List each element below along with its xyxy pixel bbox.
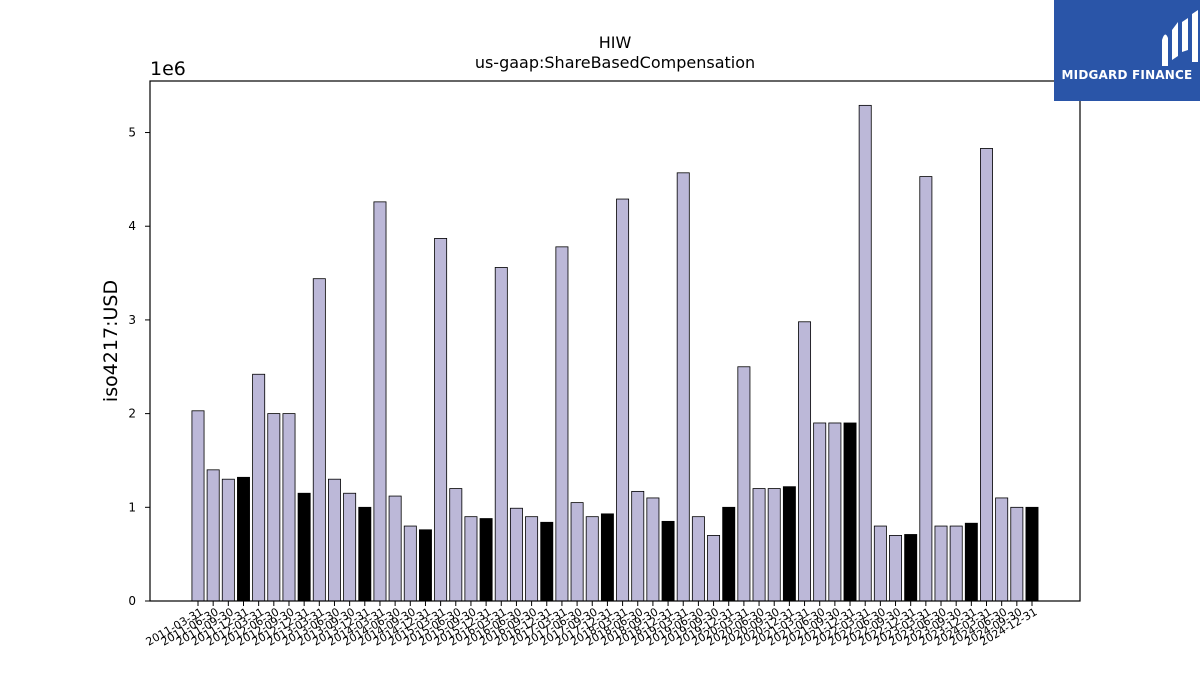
bar-2015-06-30 xyxy=(449,488,463,602)
bar-2021-06-30 xyxy=(813,422,827,602)
bar-2017-09-30 xyxy=(585,516,599,602)
bar-2012-12-31 xyxy=(297,492,311,602)
bar-2011-12-31 xyxy=(237,476,250,602)
bar-2023-12-31 xyxy=(964,522,978,602)
bar-2021-12-31 xyxy=(843,422,857,602)
bar-2023-06-30 xyxy=(934,525,948,602)
bar-2020-06-30 xyxy=(752,488,766,602)
bar-2024-03-31 xyxy=(980,148,993,602)
bar-2020-09-30 xyxy=(767,488,781,602)
bar-2022-09-30 xyxy=(889,535,902,602)
y-axis: 0 1 2 3 4 5 xyxy=(128,126,150,608)
bar-2016-12-31 xyxy=(540,521,554,602)
bar-2019-12-31 xyxy=(722,506,736,602)
bars-group xyxy=(191,104,1039,602)
chart-subtitle: us-gaap:ShareBasedCompensation xyxy=(475,53,755,72)
y-tick-label: 0 xyxy=(128,594,136,608)
bar-2011-03-31 xyxy=(191,410,205,602)
bar-2014-03-31 xyxy=(373,201,387,602)
x-axis: 2011-03-312011-06-302011-09-302011-12-31… xyxy=(144,601,1040,649)
bar-2023-09-30 xyxy=(949,525,963,602)
bar-2013-06-30 xyxy=(328,478,341,602)
plot-frame xyxy=(149,80,1081,602)
bar-2018-03-31 xyxy=(616,198,630,602)
bar-2022-03-31 xyxy=(858,104,872,602)
bar-2023-03-31 xyxy=(919,176,933,602)
y-tick-label: 2 xyxy=(128,407,136,421)
bar-2017-06-30 xyxy=(570,502,584,602)
bar-2015-09-30 xyxy=(464,516,478,602)
bar-2014-09-30 xyxy=(403,525,417,602)
bar-2019-06-30 xyxy=(691,516,705,602)
bar-2016-09-30 xyxy=(525,516,539,602)
bar-2017-12-31 xyxy=(600,513,614,602)
bar-2013-12-31 xyxy=(358,506,372,602)
bar-2024-06-30 xyxy=(995,497,1009,602)
bar-2019-09-30 xyxy=(707,535,721,602)
bar-2012-06-30 xyxy=(267,413,281,602)
y-tick-label: 5 xyxy=(128,126,136,140)
bar-2018-06-30 xyxy=(631,490,645,602)
y-scale-label: 1e6 xyxy=(150,58,186,80)
brand-logo: MIDGARD FINANCE xyxy=(1054,0,1200,101)
bar-2018-12-31 xyxy=(661,520,675,602)
bar-2011-09-30 xyxy=(221,478,235,602)
brand-name: MIDGARD FINANCE xyxy=(1061,68,1193,82)
y-axis-label: iso4217:USD xyxy=(100,280,122,402)
bar-2016-06-30 xyxy=(509,507,523,602)
y-tick-label: 3 xyxy=(128,313,136,327)
bar-2020-12-31 xyxy=(782,486,796,602)
bar-2024-12-31 xyxy=(1025,506,1039,602)
bar-2015-12-31 xyxy=(479,518,493,602)
bar-2013-09-30 xyxy=(343,492,357,602)
bar-2012-09-30 xyxy=(282,413,296,602)
bar-2011-06-30 xyxy=(206,469,220,602)
bar-2012-03-31 xyxy=(252,373,266,602)
chart-title: HIW xyxy=(599,33,632,52)
bar-2022-06-30 xyxy=(873,525,887,602)
bar-2014-12-31 xyxy=(418,529,432,602)
bar-2020-03-31 xyxy=(737,366,751,602)
bar-2021-03-31 xyxy=(798,321,812,602)
bar-2017-03-31 xyxy=(555,246,569,602)
bar-2014-06-30 xyxy=(388,495,402,602)
bar-2019-03-31 xyxy=(676,172,690,602)
y-tick-label: 4 xyxy=(128,219,136,233)
y-tick-label: 1 xyxy=(128,500,136,514)
bar-2021-09-30 xyxy=(828,422,842,602)
bar-2024-09-30 xyxy=(1010,506,1024,602)
bar-2022-12-31 xyxy=(904,534,918,602)
bar-2013-03-31 xyxy=(312,278,326,602)
bar-2018-09-30 xyxy=(646,497,660,602)
midgard-logo-icon xyxy=(1162,10,1198,66)
bar-2015-03-31 xyxy=(434,238,448,602)
bar-2016-03-31 xyxy=(494,267,508,602)
